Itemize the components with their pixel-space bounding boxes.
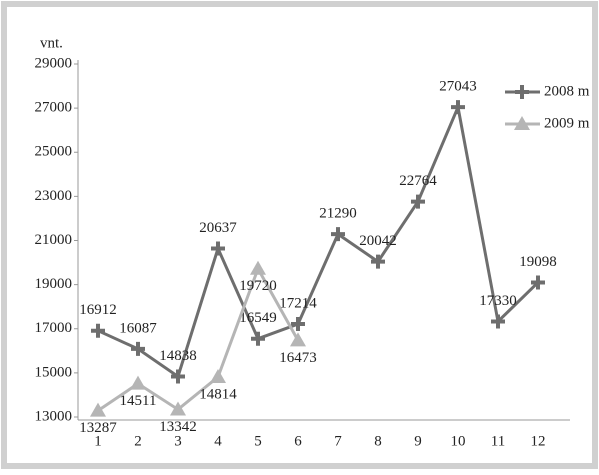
y-tick-label: 27000 [35, 100, 73, 116]
data-label: 13287 [79, 420, 117, 436]
x-tick-label: 8 [374, 433, 382, 449]
data-label: 14838 [159, 348, 197, 364]
data-label: 14814 [199, 386, 237, 402]
x-tick-label: 5 [254, 433, 262, 449]
y-tick-label: 29000 [35, 55, 73, 71]
marker [250, 260, 266, 275]
legend-marker [514, 116, 530, 130]
marker [131, 341, 145, 356]
marker [170, 401, 186, 416]
data-label: 21290 [319, 206, 357, 222]
data-label: 13342 [159, 419, 197, 435]
marker [531, 275, 545, 290]
y-tick-label: 15000 [35, 364, 73, 380]
y-tick-label: 17000 [35, 320, 73, 336]
x-tick-label: 9 [414, 433, 422, 449]
marker [491, 314, 505, 329]
marker [251, 331, 265, 346]
legend-label: 2009 m [544, 115, 590, 131]
marker [411, 194, 425, 209]
data-label: 16473 [279, 350, 317, 366]
x-tick-label: 2 [134, 433, 142, 449]
data-label: 17214 [279, 295, 317, 311]
marker [90, 402, 106, 417]
data-label: 14511 [120, 393, 157, 409]
data-label: 19098 [519, 254, 557, 270]
legend-marker [515, 85, 529, 99]
data-label: 16087 [119, 320, 157, 336]
x-tick-label: 7 [334, 433, 342, 449]
data-label: 22764 [399, 173, 437, 189]
legend-label: 2008 m [544, 83, 590, 99]
y-tick-label: 13000 [35, 408, 73, 424]
x-tick-label: 10 [451, 433, 466, 449]
marker [130, 375, 146, 390]
y-tick-label: 23000 [35, 188, 73, 204]
marker [291, 317, 305, 332]
data-label: 16549 [239, 310, 277, 326]
marker [290, 332, 306, 347]
marker [331, 227, 345, 242]
marker [171, 369, 185, 384]
marker [91, 323, 105, 338]
y-tick-label: 19000 [35, 276, 73, 292]
series-line [97, 102, 540, 379]
marker [210, 368, 226, 383]
data-label: 17330 [479, 293, 517, 309]
data-label: 16912 [79, 302, 117, 318]
y-axis-label: vnt. [40, 35, 63, 51]
marker [211, 241, 225, 256]
y-tick-label: 25000 [35, 144, 73, 160]
x-tick-label: 1 [94, 433, 102, 449]
data-label: 20042 [359, 233, 397, 249]
x-tick-label: 12 [531, 433, 546, 449]
marker [451, 100, 465, 115]
marker [371, 254, 385, 269]
data-label: 27043 [439, 79, 477, 95]
y-tick-label: 21000 [35, 232, 73, 248]
data-label: 20637 [199, 220, 237, 236]
x-tick-label: 4 [214, 433, 222, 449]
x-tick-label: 6 [294, 433, 302, 449]
x-tick-label: 3 [174, 433, 182, 449]
x-tick-label: 11 [491, 433, 505, 449]
data-label: 19720 [239, 278, 277, 294]
